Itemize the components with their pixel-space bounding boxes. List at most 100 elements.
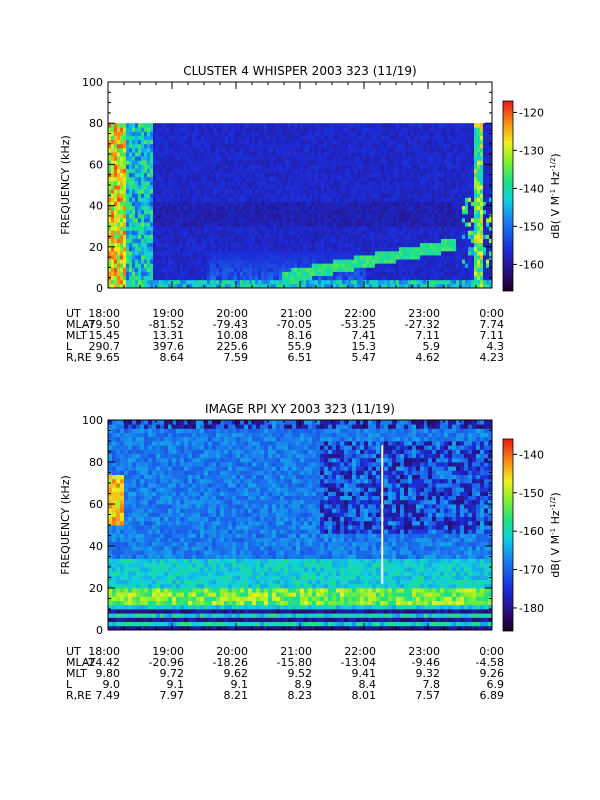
spectrogram-cell [111, 131, 115, 136]
spectrogram-cell [327, 143, 331, 149]
spectrogram-cell [228, 176, 232, 182]
spectrogram-cell [267, 160, 271, 165]
spectrogram-cell [456, 255, 460, 260]
spectrogram-cell [405, 172, 409, 178]
spectrogram-cell [111, 152, 115, 157]
spectrogram-cell [171, 263, 175, 268]
spectrogram-cell [444, 156, 448, 161]
spectrogram-cell [429, 267, 433, 272]
spectrogram-cell [228, 131, 232, 136]
spectrogram-cell [309, 135, 313, 141]
spectrogram-cell [240, 156, 244, 161]
spectrogram-cell [363, 176, 367, 182]
spectrogram-cell [333, 213, 337, 219]
spectrogram-cell [399, 139, 403, 145]
spectrogram-cell [390, 263, 394, 268]
spectrogram-cell [222, 226, 226, 231]
spectrogram-cell [189, 156, 193, 161]
spectrogram-cell [480, 230, 484, 235]
spectrogram-cell [414, 246, 418, 252]
spectrogram-cell [423, 139, 427, 145]
spectrogram-cell [471, 197, 475, 202]
spectrogram-cell [438, 246, 442, 252]
spectrogram-cell [408, 139, 412, 145]
spectrogram-cell [258, 250, 262, 256]
spectrogram-cell [213, 160, 217, 165]
spectrogram-cell [438, 180, 442, 186]
spectrogram-cell [135, 164, 139, 169]
spectrogram-cell [222, 152, 226, 157]
spectrogram-cell [312, 147, 316, 153]
spectrogram-cell [333, 205, 337, 211]
spectrogram-cell [330, 185, 334, 190]
spectrogram-cell [225, 222, 229, 227]
spectrogram-cell [453, 263, 457, 268]
spectrogram-cell [219, 172, 223, 178]
spectrogram-cell [459, 234, 463, 239]
spectrogram-cell [225, 283, 229, 288]
spectrogram-cell [219, 185, 223, 190]
spectrogram-cell [249, 160, 253, 165]
spectrogram-cell [156, 213, 160, 219]
spectrogram-cell [117, 234, 121, 239]
spectrogram-cell [195, 189, 199, 194]
spectrogram-cell [168, 131, 172, 136]
spectrogram-cell [234, 197, 238, 202]
spectrogram-cell [411, 189, 415, 194]
spectrogram-cell [270, 213, 274, 219]
spectrogram-cell [189, 205, 193, 211]
spectrogram-cell [390, 127, 394, 132]
spectrogram-cell [141, 127, 145, 132]
spectrogram-cell [216, 217, 220, 223]
spectrogram-cell [282, 139, 286, 145]
spectrogram-cell [246, 147, 250, 153]
spectrogram-cell [315, 226, 319, 231]
spectrogram-cell [354, 135, 358, 141]
spectrogram-cell [207, 226, 211, 231]
spectrogram-cell [435, 193, 439, 198]
spectrogram-cell [465, 213, 469, 219]
spectrogram-cell [318, 283, 322, 288]
spectrogram-cell [150, 250, 154, 256]
spectrogram-cell [129, 176, 133, 182]
spectrogram-cell [309, 201, 313, 206]
spectrogram-cell [375, 255, 379, 260]
spectrogram-cell [396, 160, 400, 165]
spectrogram-cell [165, 135, 169, 141]
spectrogram-cell [171, 238, 175, 244]
spectrogram-cell [393, 131, 397, 136]
spectrogram-cell [420, 147, 424, 153]
spectrogram-cell [447, 255, 451, 260]
spectrogram-cell [162, 172, 166, 178]
spectrogram-cell [366, 135, 370, 141]
spectrogram-cell [435, 160, 439, 165]
spectrogram-cell [141, 271, 145, 277]
spectrogram-cell [246, 172, 250, 178]
spectrogram-cell [189, 172, 193, 178]
spectrogram-cell [474, 238, 478, 244]
spectrogram-cell [432, 279, 436, 285]
spectrogram-cell [171, 255, 175, 260]
spectrogram-cell [327, 123, 331, 128]
spectrogram-cell [363, 283, 367, 288]
spectrogram-cell [201, 152, 205, 157]
spectrogram-cell [342, 209, 346, 215]
spectrogram-cell [135, 180, 139, 186]
spectrogram-cell [327, 147, 331, 153]
spectrogram-cell [270, 193, 274, 198]
spectrogram-cell [249, 217, 253, 223]
spectrogram-cell [321, 143, 325, 149]
spectrogram-cell [153, 164, 157, 169]
spectrogram-cell [348, 139, 352, 145]
spectrogram-cell [315, 164, 319, 169]
spectrogram-cell [141, 143, 145, 149]
spectrogram-cell [306, 147, 310, 153]
spectrogram-cell [297, 123, 301, 128]
spectrogram-cell [429, 172, 433, 178]
spectrogram-cell [396, 168, 400, 174]
spectrogram-cell [237, 217, 241, 223]
spectrogram-cell [213, 263, 217, 268]
spectrogram-cell [414, 185, 418, 190]
spectrogram-cell [309, 250, 313, 256]
spectrogram-cell [402, 209, 406, 215]
